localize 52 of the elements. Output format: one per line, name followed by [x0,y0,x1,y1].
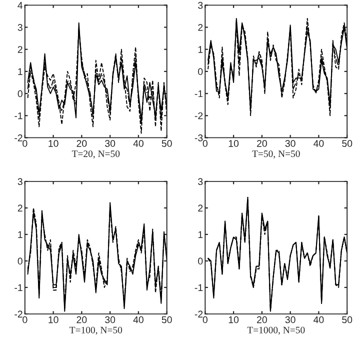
y-tick-label: 3 [18,178,22,186]
y-tick-label: 3 [18,24,22,31]
y-tick-label: -1 [194,284,203,291]
x-tick-label: 30 [105,140,116,147]
x-axis-title: T=50, N=50 [252,150,300,158]
y-tick-label: -1 [14,112,22,120]
y-tick-label: 0 [198,258,203,265]
x-axis-title: T=20, N=50 [72,150,120,158]
x-tick-label: 20 [76,316,87,324]
y-tick-label: 1 [18,68,22,75]
x-tick-label: 0 [202,140,208,147]
x-tick-label: 30 [285,140,296,147]
x-tick-label: 50 [162,140,172,147]
x-tick-label: 30 [105,316,116,324]
y-tick-label: 0 [198,68,203,76]
x-tick-label: 10 [228,316,239,324]
y-tick-label: -3 [194,134,203,142]
y-tick-label: 2 [198,204,203,212]
y-tick-label: 0 [18,258,22,265]
x-axis-title: T=1000, N=50 [247,326,305,335]
y-tick-label: 2 [198,24,203,31]
y-tick-label: 4 [18,2,23,9]
y-tick-label: 3 [198,178,203,186]
x-tick-label: 10 [228,140,239,147]
x-tick-label: 40 [133,140,144,147]
x-tick-label: 20 [76,140,87,147]
x-tick-label: 10 [48,316,58,324]
x-axis-title: T=100, N=50 [70,326,122,335]
y-tick-label: -1 [14,284,22,291]
x-tick-label: 20 [257,140,267,147]
x-tick-label: 20 [257,316,267,324]
x-tick-label: 30 [285,316,296,324]
x-tick-label: 50 [342,140,352,147]
y-tick-label: 1 [18,231,22,238]
y-tick-label: 2 [18,204,22,212]
y-tick-label: -1 [194,90,203,98]
y-tick-label: -2 [194,112,203,120]
x-tick-label: 50 [162,316,172,324]
y-tick-label: -2 [194,310,203,318]
y-tick-label: -2 [14,310,22,318]
y-tick-label: 1 [198,46,203,53]
x-tick-label: 50 [342,316,352,324]
y-tick-label: 0 [18,90,22,98]
x-tick-label: 40 [314,316,324,324]
x-tick-label: 10 [48,140,58,147]
y-tick-label: 3 [198,2,203,9]
x-tick-label: 40 [314,140,324,147]
y-tick-label: -2 [14,134,22,142]
y-tick-label: 1 [198,231,203,238]
x-tick-label: 0 [22,140,28,147]
x-tick-label: 40 [133,316,144,324]
y-tick-label: 2 [18,46,22,53]
